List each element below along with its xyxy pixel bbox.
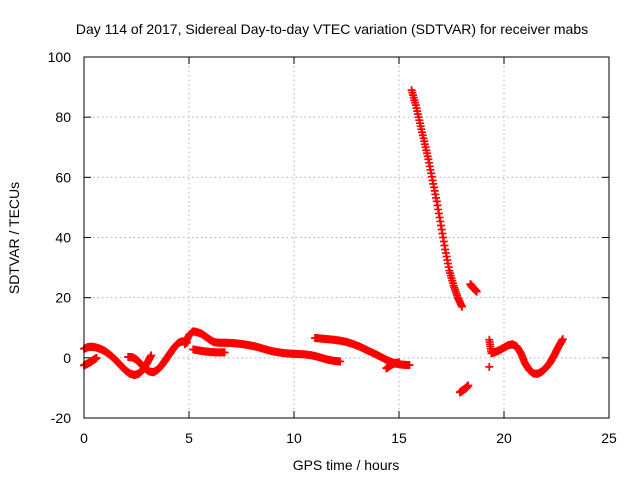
data-point xyxy=(405,361,414,370)
grid-lines xyxy=(84,57,609,418)
y-tick-label: 60 xyxy=(55,169,71,185)
x-tick-label: 0 xyxy=(80,430,88,446)
axis-ticks: 0 5 10 15 20 25 -20 0 20 40 60 80 100 xyxy=(48,49,617,446)
data-point xyxy=(336,357,345,366)
y-axis-label: SDTVAR / TECUs xyxy=(6,182,22,294)
x-tick-label: 15 xyxy=(391,430,407,446)
x-tick-label: 10 xyxy=(286,430,302,446)
series-arc3b xyxy=(189,345,229,357)
x-tick-label: 20 xyxy=(496,430,512,446)
data-point xyxy=(464,381,473,390)
series-arc9 xyxy=(485,335,567,378)
data-point xyxy=(485,362,494,371)
plot-frame xyxy=(83,56,610,419)
y-tick-label: 80 xyxy=(55,109,71,125)
y-tick-label: 100 xyxy=(48,49,72,65)
y-tick-label: -20 xyxy=(51,410,71,426)
series-arc3 xyxy=(180,327,345,366)
data-point xyxy=(220,348,229,357)
chart-title: Day 114 of 2017, Sidereal Day-to-day VTE… xyxy=(76,21,588,37)
data-point xyxy=(395,358,403,367)
y-tick-label: 20 xyxy=(55,290,71,306)
x-tick-label: 25 xyxy=(601,430,617,446)
series-arc8 xyxy=(485,362,494,371)
x-axis-label: GPS time / hours xyxy=(293,457,400,473)
x-tick-label: 5 xyxy=(185,430,193,446)
series-arc1b xyxy=(80,353,101,370)
data-point xyxy=(92,353,101,362)
data-point xyxy=(147,351,156,360)
data-point xyxy=(458,302,466,311)
data-point xyxy=(472,287,481,296)
series-arc6 xyxy=(466,280,481,296)
data-markers xyxy=(80,86,567,397)
series-arc7 xyxy=(455,381,473,397)
y-tick-label: 0 xyxy=(63,350,71,366)
data-point xyxy=(558,335,567,344)
series-arc4b xyxy=(382,358,403,373)
series-arc5 xyxy=(407,86,466,311)
y-tick-label: 40 xyxy=(55,230,71,246)
